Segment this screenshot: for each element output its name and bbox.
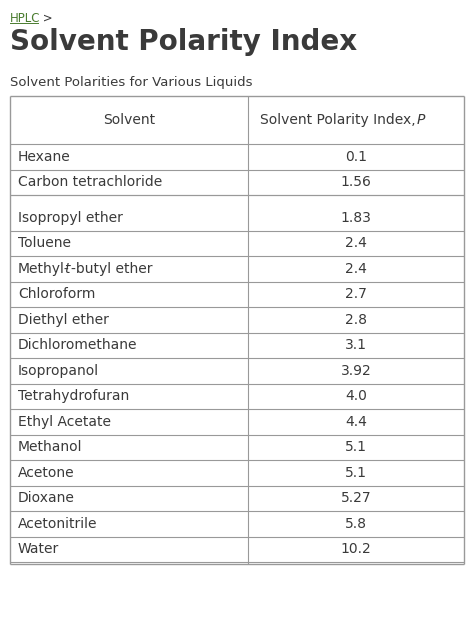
Text: 3.1: 3.1: [345, 338, 367, 352]
Text: Toluene: Toluene: [18, 236, 71, 250]
Text: 4.4: 4.4: [345, 415, 367, 429]
Text: -butyl ether: -butyl ether: [71, 262, 153, 276]
Text: Carbon tetrachloride: Carbon tetrachloride: [18, 175, 162, 189]
Text: t: t: [64, 262, 70, 276]
Text: Tetrahydrofuran: Tetrahydrofuran: [18, 389, 129, 403]
Text: 1.83: 1.83: [340, 211, 372, 225]
Text: Methyl-: Methyl-: [18, 262, 70, 276]
Text: Acetonitrile: Acetonitrile: [18, 516, 98, 531]
Text: 5.1: 5.1: [345, 440, 367, 454]
Text: Isopropanol: Isopropanol: [18, 364, 99, 378]
Text: Solvent: Solvent: [103, 113, 155, 127]
Text: Ethyl Acetate: Ethyl Acetate: [18, 415, 111, 429]
Text: 3.92: 3.92: [341, 364, 371, 378]
Text: 2.4: 2.4: [345, 236, 367, 250]
Text: 2.8: 2.8: [345, 313, 367, 326]
Text: Acetone: Acetone: [18, 466, 74, 480]
Text: 10.2: 10.2: [341, 542, 371, 556]
Text: Dioxane: Dioxane: [18, 492, 75, 505]
Text: Methanol: Methanol: [18, 440, 82, 454]
Text: P: P: [417, 113, 425, 127]
Text: 5.8: 5.8: [345, 516, 367, 531]
Text: Isopropyl ether: Isopropyl ether: [18, 211, 123, 225]
Text: Hexane: Hexane: [18, 150, 71, 164]
Text: Chloroform: Chloroform: [18, 287, 95, 302]
Text: Dichloromethane: Dichloromethane: [18, 338, 137, 352]
Text: 5.1: 5.1: [345, 466, 367, 480]
Text: Diethyl ether: Diethyl ether: [18, 313, 109, 326]
Text: 2.7: 2.7: [345, 287, 367, 302]
Text: Water: Water: [18, 542, 59, 556]
Text: HPLC: HPLC: [10, 12, 40, 25]
Text: 0.1: 0.1: [345, 150, 367, 164]
Text: Solvent Polarity Index,: Solvent Polarity Index,: [260, 113, 420, 127]
Text: 4.0: 4.0: [345, 389, 367, 403]
Text: >: >: [39, 12, 53, 25]
Text: Solvent Polarities for Various Liquids: Solvent Polarities for Various Liquids: [10, 76, 253, 89]
Text: 1.56: 1.56: [340, 175, 372, 189]
Text: Solvent Polarity Index: Solvent Polarity Index: [10, 28, 357, 56]
Text: 2.4: 2.4: [345, 262, 367, 276]
Text: 5.27: 5.27: [341, 492, 371, 505]
